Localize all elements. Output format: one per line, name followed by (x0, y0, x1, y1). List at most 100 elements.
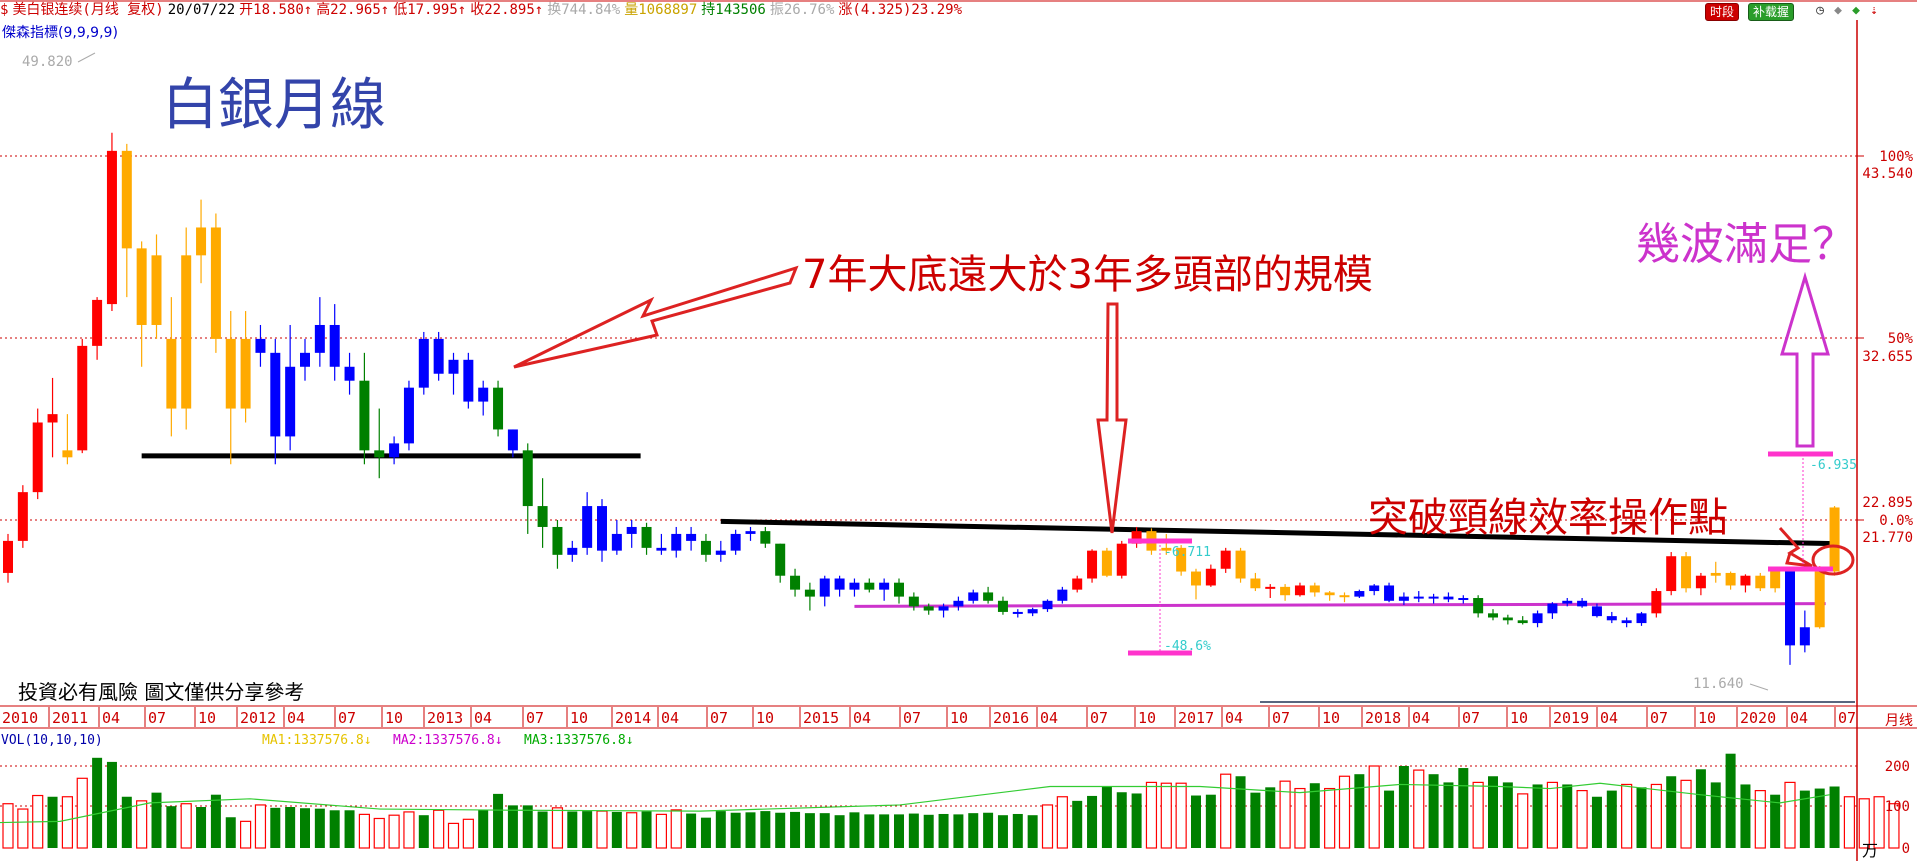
volume-bar (715, 811, 726, 848)
candle-body (1740, 575, 1751, 586)
diamond-icon[interactable]: ◆ (1834, 3, 1842, 18)
volume-bar (1265, 787, 1276, 848)
arrow-down-icon[interactable]: ⇣ (1870, 3, 1878, 18)
volume-bar (1191, 795, 1201, 848)
candle-body (3, 540, 13, 573)
volume-bar (730, 812, 741, 848)
volume-bar (819, 813, 830, 848)
right-axis-label: 43.540 (1862, 166, 1913, 182)
time-axis-label: 04 (474, 709, 492, 727)
volume-bar (1576, 789, 1588, 849)
right-axis-label: 32.655 (1862, 349, 1913, 365)
candle-body (864, 582, 875, 590)
candle-body (507, 429, 518, 451)
open-value: 开18.580↑ (239, 2, 313, 18)
time-axis-label: 07 (1090, 709, 1108, 727)
candle-body (953, 600, 964, 607)
volume-bar (567, 811, 578, 848)
max-price-pointer (77, 52, 96, 63)
volume-bar (1650, 783, 1662, 849)
candle-body (1710, 572, 1721, 576)
candle-body (1072, 578, 1083, 590)
candle-body (745, 531, 756, 534)
volume-bar (1621, 783, 1633, 849)
up-arrow (1779, 271, 1831, 448)
candle-body (1725, 572, 1736, 586)
right-axis-label: 50% (1888, 331, 1914, 347)
down-arrow (1096, 302, 1128, 534)
candle-body (790, 575, 801, 590)
volume-bar (180, 803, 192, 849)
volume-bar (938, 813, 949, 848)
candle-body (775, 543, 786, 576)
time-axis-label: 07 (903, 709, 921, 727)
volume-unit-label: 万 (1862, 841, 1878, 860)
time-axis-label: 2020 (1740, 709, 1776, 727)
volume-bar (1606, 790, 1617, 848)
candle-body (804, 589, 815, 597)
volume-bar (1398, 766, 1409, 848)
volume-bar (1443, 782, 1454, 848)
volume-bar (1591, 796, 1602, 848)
time-axis-label: 10 (198, 709, 216, 727)
volume-bar (582, 811, 593, 848)
candle-body (968, 592, 979, 601)
annotation-arrows (513, 265, 1855, 576)
volume-bar (1250, 792, 1261, 848)
candle-body (493, 387, 504, 430)
candle-body (300, 352, 310, 367)
volume-bar (1027, 815, 1038, 848)
volume-bar (1695, 769, 1706, 848)
volume-bar (686, 813, 697, 848)
candle-body (1577, 600, 1588, 607)
candle-body (1814, 571, 1825, 628)
time-axis-label: 10 (1698, 709, 1716, 727)
candle-body (344, 366, 355, 381)
candle-body (730, 533, 741, 551)
candle-body (983, 592, 994, 601)
volume-bar (611, 811, 622, 848)
candle-body (32, 422, 43, 493)
period-button[interactable]: 时段 (1705, 3, 1740, 21)
candle-body (1443, 596, 1454, 600)
volume-bar (1384, 790, 1395, 848)
candle-body (522, 450, 533, 507)
candle-body (1384, 585, 1395, 601)
reload-button[interactable]: 补载握 (1748, 3, 1795, 21)
candle-body (1057, 589, 1068, 601)
candle-body (715, 550, 726, 555)
right-axis-label: 月线 (1885, 713, 1913, 729)
candle-body (106, 150, 117, 305)
candle-body (1161, 547, 1172, 551)
volume-bar (537, 811, 548, 848)
volume-bar (166, 806, 177, 848)
time-axis-label: 2013 (427, 709, 463, 727)
candle-body (626, 526, 637, 534)
volume-bar (626, 812, 638, 849)
candle-body (819, 578, 830, 597)
candle-body (1324, 592, 1335, 596)
volume-bar (1324, 787, 1336, 849)
low-value: 低17.995↑ (393, 2, 467, 18)
volume-bar (923, 814, 934, 848)
time-axis-label: 04 (1600, 709, 1618, 727)
volume-bar (1784, 781, 1796, 849)
candle-body (1695, 575, 1706, 589)
volume-ma2: MA2:1337576.8↓ (393, 733, 503, 748)
time-axis-label: 04 (853, 709, 871, 727)
volume-bar (670, 809, 682, 849)
diamond-icon[interactable]: ◆ (1852, 3, 1860, 18)
candle-body (1309, 585, 1320, 593)
volume-bar (1799, 790, 1810, 848)
volume-label: VOL(10,10,10) (1, 733, 103, 748)
volume-bar (997, 815, 1008, 848)
candle-body (671, 533, 682, 551)
volume-bar (1294, 787, 1306, 849)
candle-body (997, 600, 1008, 612)
amplitude-value: 振26.76% (769, 2, 835, 18)
clock-icon[interactable]: ◷ (1816, 3, 1824, 18)
volume-bar (1888, 803, 1900, 849)
volume-bar (121, 796, 132, 848)
volume-bar (1041, 804, 1054, 849)
time-axis-label: 07 (710, 709, 728, 727)
